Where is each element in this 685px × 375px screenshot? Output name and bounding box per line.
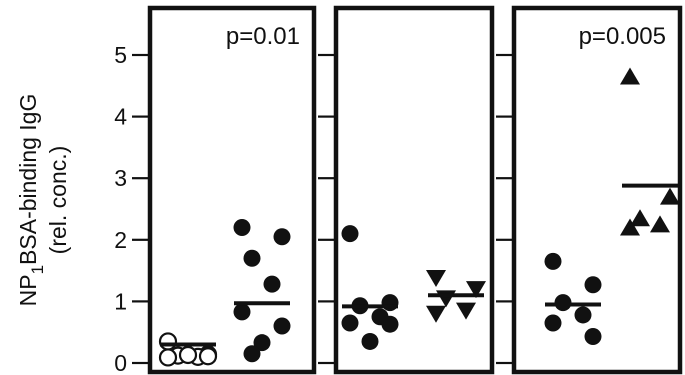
panel-1-group-2-point-1 xyxy=(233,218,251,236)
panel-2-group-2-point-4 xyxy=(456,302,476,320)
y-axis-title-main: NP xyxy=(15,274,41,306)
panel-2-group-1-point-2 xyxy=(381,294,399,312)
panel-2-group-1-point-7 xyxy=(361,332,379,350)
panel-3-group-1-point-2 xyxy=(584,276,602,294)
panel-3-frame xyxy=(511,5,683,375)
panel-2-group-1-point-5 xyxy=(341,314,359,332)
panel-3-group-2-point-5 xyxy=(620,218,640,236)
y-axis-title-subscript: 1 xyxy=(28,265,47,274)
panel-1-group-1-point-5 xyxy=(158,348,178,367)
panel-3-group-2-point-2 xyxy=(660,187,680,205)
panel-3-group-1-point-1 xyxy=(544,252,562,270)
panel-3: p=0.005 xyxy=(496,5,683,375)
plot-area: 0 1 2 3 4 5 p=0.01 p=0.005 xyxy=(114,5,683,375)
panel-2-group-1-point-6 xyxy=(381,315,399,333)
panel-1-group-1-point-1 xyxy=(158,332,178,351)
panel-1-group-2-point-3 xyxy=(243,249,261,267)
y-tick-label-5: 5 xyxy=(114,42,127,68)
panel-1-group-1-point-7 xyxy=(178,345,198,365)
panel-3-group-2-point-3 xyxy=(630,209,650,227)
panel-2-group-1-point-1 xyxy=(341,225,359,243)
panel-1-group-2-point-4 xyxy=(263,275,281,293)
y-axis-title: NP1BSA-binding IgG (rel. conc.) xyxy=(15,94,71,307)
panel-1: p=0.01 xyxy=(147,5,317,375)
panel-1-group-2-point-5 xyxy=(233,303,251,321)
y-axis-title-rest: BSA-binding IgG xyxy=(15,94,41,265)
y-tick-label-4: 4 xyxy=(114,104,127,130)
y-axis-title-line2: (rel. conc.) xyxy=(45,146,71,255)
panel-1-group-2-point-2 xyxy=(273,228,291,246)
panel-2-group-2-point-3 xyxy=(436,290,456,308)
panel-3-group-1-point-4 xyxy=(574,306,592,324)
panel-1-frame xyxy=(147,5,317,375)
panel-3-group-2-point-1 xyxy=(620,67,640,85)
panel-1-group-2-point-6 xyxy=(273,317,291,335)
y-tick-label-3: 3 xyxy=(114,165,127,191)
panel-1-group-2-point-7 xyxy=(253,334,271,352)
panel-1-p-value: p=0.01 xyxy=(226,23,300,50)
y-tick-label-1: 1 xyxy=(114,288,127,314)
panel-3-group-2-point-4 xyxy=(650,215,670,233)
y-tick-label-0: 0 xyxy=(114,350,127,375)
panel-1-group-2-point-8 xyxy=(243,345,261,363)
panel-3-group-1-point-5 xyxy=(544,314,562,332)
panel-2-group-2-point-2 xyxy=(466,281,486,299)
panel-1-group-1-point-6 xyxy=(198,347,218,366)
panel-2-group-2-point-5 xyxy=(426,305,446,323)
y-axis-title-line1: NP1BSA-binding IgG xyxy=(15,94,47,307)
panel-3-group-1-point-6 xyxy=(584,328,602,346)
panel-2-frame xyxy=(333,5,495,375)
panel-3-p-value: p=0.005 xyxy=(579,23,666,50)
panel-2-group-2-point-1 xyxy=(426,269,446,287)
y-tick-label-2: 2 xyxy=(114,227,127,253)
panel-2 xyxy=(318,5,495,375)
